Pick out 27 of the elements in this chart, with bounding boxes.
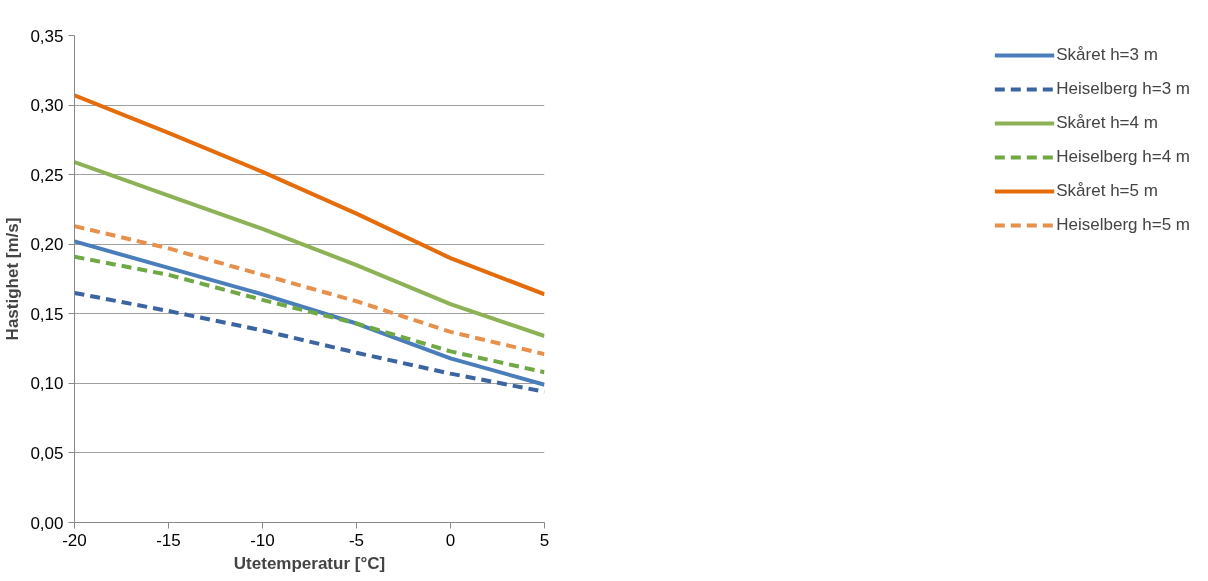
- x-tick-label: -10: [250, 530, 275, 550]
- legend-label: Skåret h=5 m: [1056, 181, 1158, 201]
- y-tick-label: 0,10: [30, 374, 64, 394]
- legend-label: Heiselberg h=5 m: [1056, 215, 1190, 235]
- y-tick-label: 0,05: [30, 443, 64, 463]
- x-tick-label: -5: [348, 530, 365, 550]
- x-tick-label: -15: [156, 530, 181, 550]
- y-tick-label: 0,20: [30, 235, 64, 255]
- y-tick-label: 0,15: [30, 304, 64, 324]
- x-tick-label: 5: [539, 530, 550, 550]
- legend-label: Skåret h=4 m: [1056, 113, 1158, 133]
- x-axis-title: Utetemperatur [°C]: [233, 553, 386, 573]
- x-tick-label: 0: [445, 530, 456, 550]
- y-tick-label: 0,30: [30, 96, 64, 116]
- y-tick-label: 0,00: [30, 513, 64, 533]
- y-tick-label: 0,25: [30, 165, 64, 185]
- line-series: [74, 93, 545, 297]
- line-series: [74, 254, 545, 375]
- line-series: [74, 160, 545, 339]
- y-tick-label: 0,35: [30, 26, 64, 46]
- line-series: [74, 239, 545, 387]
- y-axis-title: Hastighet [m/s]: [3, 217, 23, 341]
- x-tick-label: -20: [62, 530, 87, 550]
- line-series: [74, 224, 545, 357]
- legend-label: Heiselberg h=3 m: [1056, 79, 1190, 99]
- legend-label: Skåret h=3 m: [1056, 45, 1158, 65]
- legend-label: Heiselberg h=4 m: [1056, 147, 1190, 167]
